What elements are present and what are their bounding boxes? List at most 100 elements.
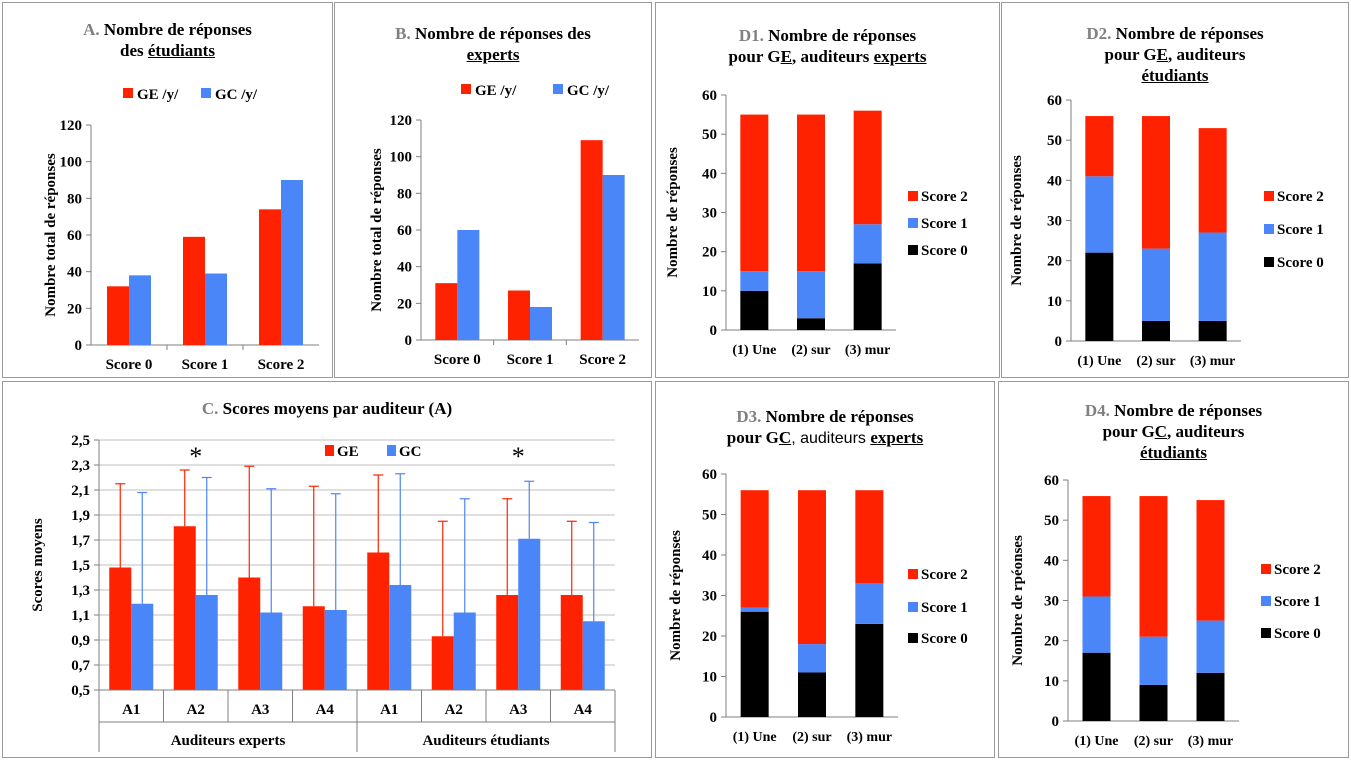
chart-d4: 0 10 20 30 40 50 60 Nombre de rpéonses (1) Une (2… bbox=[1010, 473, 1321, 749]
D3-bar-score1 bbox=[798, 644, 826, 673]
D3-y-tick-label: 50 bbox=[702, 508, 717, 524]
c-y-axis-label: Scores moyens bbox=[30, 518, 46, 612]
D4-bar-score0 bbox=[1082, 652, 1111, 721]
D3-legend-label: Score 2 bbox=[921, 567, 968, 583]
c-x-tick-label: A1 bbox=[380, 702, 398, 718]
D3-bar-score2 bbox=[740, 490, 769, 608]
D3-bar-score2 bbox=[855, 490, 884, 584]
D2-y-tick-label: 40 bbox=[1047, 173, 1062, 189]
D3-y-tick-label: 20 bbox=[702, 629, 717, 645]
c-bar-gc bbox=[389, 585, 412, 690]
c-bar-ge bbox=[431, 636, 454, 690]
D3-x-tick-label: (1) Une bbox=[733, 730, 777, 745]
D3-y-tick-label: 10 bbox=[702, 670, 717, 686]
D4-y-tick-label: 30 bbox=[1044, 594, 1059, 610]
D4-x-tick-label: (3) mur bbox=[1188, 734, 1234, 749]
D4-bar-score1 bbox=[1139, 636, 1168, 685]
D2-bar-score2 bbox=[1142, 116, 1170, 249]
A-y-tick-label: 120 bbox=[60, 118, 83, 134]
D3-x-tick-label: (3) mur bbox=[847, 730, 893, 745]
D4-bar-score0 bbox=[1139, 684, 1168, 721]
D1-legend-label: Score 2 bbox=[921, 189, 968, 205]
D3-x-tick-label: (2) sur bbox=[792, 730, 831, 745]
c-bar-gc bbox=[518, 538, 541, 690]
c-y-tick-label: 1,3 bbox=[71, 583, 90, 599]
D3-bar-score2 bbox=[798, 490, 826, 645]
chart-d1: 0 10 20 30 40 50 60 Nombre de réponses (1) Une (2… bbox=[665, 88, 968, 358]
c-bar-ge bbox=[367, 552, 390, 690]
D1-x-tick-label: (1) Une bbox=[732, 343, 776, 358]
B-x-tick-label: Score 1 bbox=[507, 352, 554, 368]
D1-x-tick-label: (2) sur bbox=[791, 343, 830, 358]
c-legend-swatch bbox=[325, 445, 334, 456]
panel-c-title: C. Scores moyens par auditeur (A) bbox=[201, 399, 453, 418]
A-bar-gey bbox=[107, 286, 129, 345]
c-x-tick-label: A3 bbox=[251, 702, 269, 718]
c-y-tick-label: 0,5 bbox=[71, 683, 90, 699]
A-x-tick-label: Score 1 bbox=[182, 357, 229, 373]
D3-legend-label: Score 1 bbox=[921, 600, 968, 616]
D3-legend-swatch bbox=[908, 569, 918, 579]
D2-y-tick-label: 0 bbox=[1055, 334, 1063, 350]
A-legend-label: GE /y/ bbox=[137, 87, 179, 103]
panel-b-title: B. Nombre de réponses des experts bbox=[395, 24, 591, 64]
D3-bar-score1 bbox=[855, 583, 884, 624]
A-bar-gcy bbox=[129, 275, 151, 345]
D3-legend-label: Score 0 bbox=[921, 631, 968, 647]
A-legend-swatch bbox=[123, 88, 133, 98]
c-y-tick-label: 2,5 bbox=[71, 433, 90, 449]
c-legend-label: GC bbox=[399, 444, 422, 460]
c-bar-gc bbox=[324, 610, 347, 690]
D2-bar-score0 bbox=[1085, 252, 1114, 341]
A-y-axis-label: Nombre total de réponses bbox=[43, 153, 59, 317]
D2-legend-swatch bbox=[1264, 257, 1274, 267]
c-y-tick-label: 1,1 bbox=[71, 608, 90, 624]
D2-bar-score2 bbox=[1198, 128, 1227, 233]
D2-legend-swatch bbox=[1264, 191, 1274, 201]
D4-y-axis-label: Nombre de rpéonses bbox=[1010, 535, 1026, 666]
D1-x-tick-label: (3) mur bbox=[845, 343, 891, 358]
c-y-tick-label: 1,7 bbox=[71, 533, 90, 549]
B-x-tick-label: Score 0 bbox=[434, 352, 481, 368]
D4-y-tick-label: 20 bbox=[1044, 634, 1059, 650]
chart-a: 0 20 40 60 80 100 120 Nombre total de réponses S… bbox=[43, 87, 319, 373]
D2-y-tick-label: 20 bbox=[1047, 254, 1062, 270]
D1-legend-swatch bbox=[908, 191, 918, 201]
D4-y-tick-label: 40 bbox=[1044, 553, 1059, 569]
B-y-tick-label: 60 bbox=[397, 223, 412, 239]
c-significance-mark: * bbox=[189, 442, 202, 471]
D2-legend-label: Score 0 bbox=[1277, 255, 1324, 271]
D1-bar-score0 bbox=[853, 263, 882, 330]
D1-bar-score2 bbox=[740, 114, 769, 272]
D3-bar-score1 bbox=[740, 607, 769, 612]
D4-y-tick-label: 60 bbox=[1044, 473, 1059, 489]
D4-legend-label: Score 1 bbox=[1274, 594, 1321, 610]
D4-bar-score2 bbox=[1082, 496, 1111, 597]
chart-d3: 0 10 20 30 40 50 60 Nombre de réponses (1) Une (2… bbox=[668, 467, 968, 745]
B-y-tick-label: 100 bbox=[390, 150, 413, 166]
panel-c: C. Scores moyens par auditeur (A) 0,5 0,7… bbox=[2, 381, 652, 758]
A-y-tick-label: 80 bbox=[67, 191, 82, 207]
D4-bar-score2 bbox=[1196, 500, 1225, 621]
D1-y-tick-label: 10 bbox=[702, 284, 717, 300]
c-bar-ge bbox=[173, 526, 196, 690]
D2-bar-score0 bbox=[1198, 320, 1227, 341]
D1-y-axis-label: Nombre de réponses bbox=[665, 147, 681, 278]
A-y-tick-label: 0 bbox=[75, 338, 83, 354]
D1-legend-label: Score 0 bbox=[921, 243, 968, 259]
D2-y-tick-label: 60 bbox=[1047, 93, 1062, 109]
B-legend-label: GC /y/ bbox=[567, 83, 610, 99]
c-bar-ge bbox=[238, 577, 261, 690]
D2-bar-score2 bbox=[1085, 116, 1114, 177]
c-x-tick-label: A2 bbox=[445, 702, 463, 718]
D4-legend-label: Score 0 bbox=[1274, 626, 1321, 642]
A-bar-gey bbox=[183, 236, 205, 345]
A-y-tick-label: 100 bbox=[60, 155, 83, 171]
D2-bar-score1 bbox=[1085, 176, 1114, 253]
D3-y-tick-label: 0 bbox=[710, 710, 718, 726]
D2-x-tick-label: (2) sur bbox=[1136, 354, 1175, 369]
D1-bar-score1 bbox=[740, 271, 769, 291]
D4-bar-score2 bbox=[1139, 496, 1168, 637]
D4-legend-swatch bbox=[1261, 564, 1271, 574]
B-bar-gey bbox=[435, 283, 458, 340]
